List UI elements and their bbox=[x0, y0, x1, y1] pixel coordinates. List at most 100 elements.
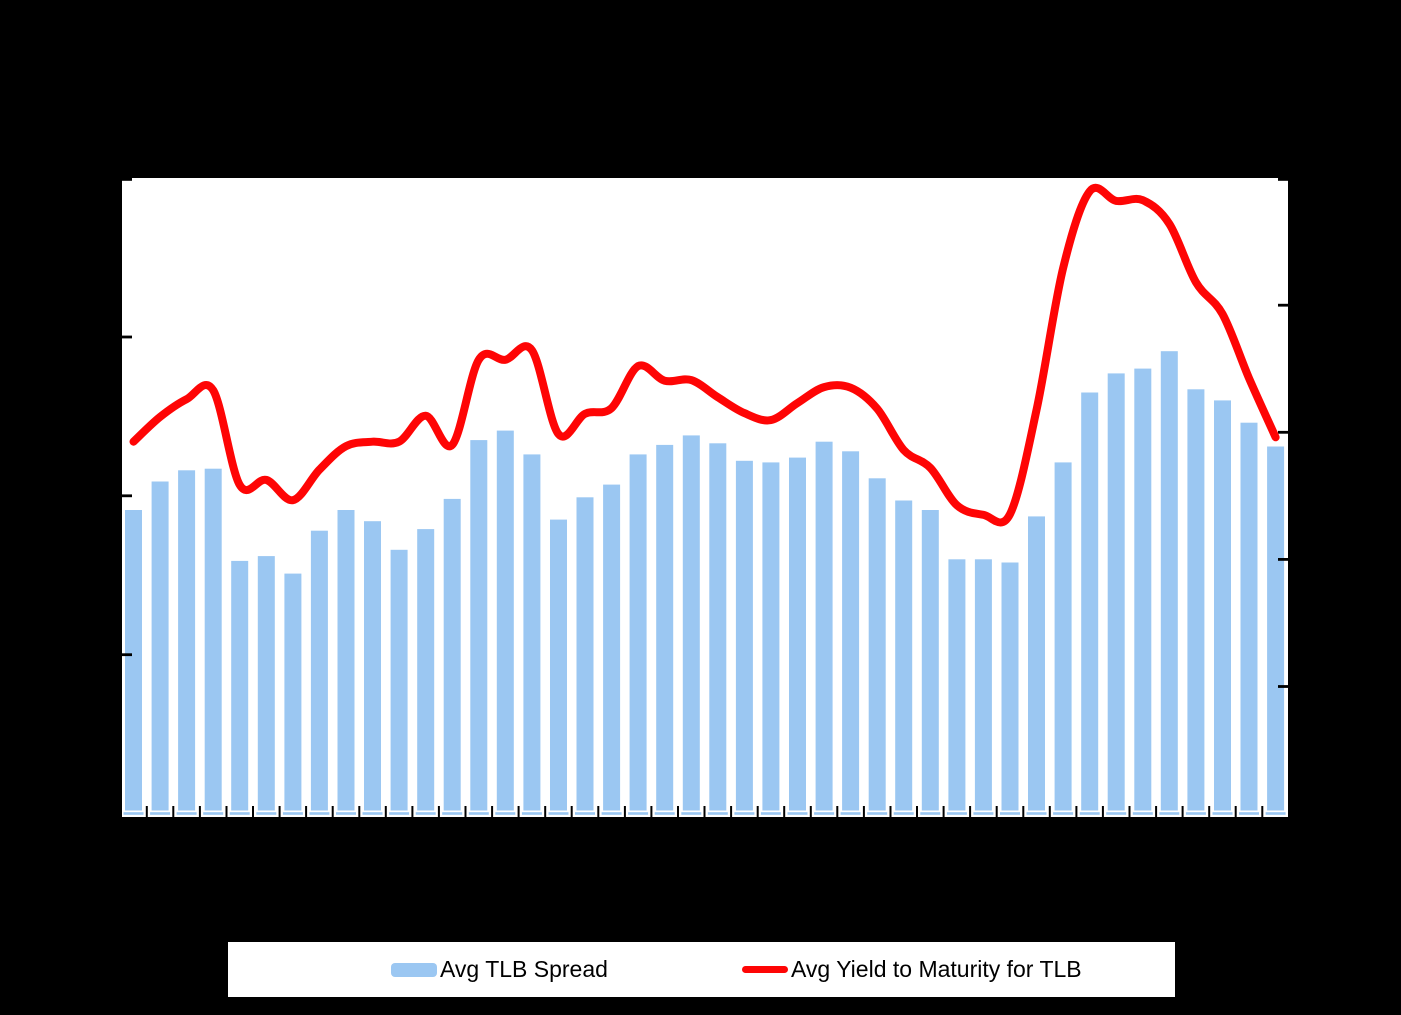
category-axis-dash bbox=[840, 812, 861, 815]
category-axis-dash bbox=[123, 812, 144, 815]
x-axis-tick bbox=[703, 806, 706, 817]
category-axis-dash bbox=[1265, 812, 1286, 815]
legend-entry-bar-series: Avg TLB Spread bbox=[391, 942, 608, 997]
category-axis-dash bbox=[1026, 812, 1047, 815]
category-axis-dash bbox=[1239, 812, 1259, 815]
bar bbox=[523, 454, 541, 811]
x-axis-tick bbox=[464, 806, 467, 817]
x-axis-tick bbox=[517, 806, 520, 817]
x-axis-tick bbox=[756, 806, 759, 817]
legend-label-line-series: Avg Yield to Maturity for TLB bbox=[791, 956, 1082, 982]
bar bbox=[603, 484, 621, 811]
category-axis-dash bbox=[442, 812, 463, 815]
x-axis-tick bbox=[677, 806, 679, 817]
x-axis-tick bbox=[783, 806, 786, 817]
category-axis-dash bbox=[601, 812, 622, 815]
x-axis-tick bbox=[809, 806, 812, 817]
bar bbox=[231, 560, 249, 811]
left-axis-tick bbox=[122, 653, 132, 657]
x-axis-tick bbox=[252, 806, 254, 817]
bar bbox=[815, 441, 833, 811]
x-axis-tick bbox=[198, 806, 201, 817]
x-axis-tick bbox=[411, 806, 414, 817]
x-axis-tick bbox=[305, 806, 308, 817]
category-axis-dash bbox=[468, 812, 489, 815]
category-axis-dash bbox=[548, 812, 569, 815]
legend-label-bar-series: Avg TLB Spread bbox=[440, 956, 608, 982]
x-axis-tick bbox=[889, 806, 892, 817]
category-axis-dash bbox=[1106, 812, 1127, 815]
bar bbox=[948, 559, 966, 811]
legend: Avg TLB Spread Avg Yield to Maturity for… bbox=[226, 940, 1177, 999]
bar bbox=[337, 510, 355, 811]
bar bbox=[151, 481, 169, 811]
category-axis-dash bbox=[867, 812, 888, 815]
yield-line bbox=[129, 183, 1280, 527]
left-axis-tick bbox=[122, 178, 132, 181]
x-axis-tick bbox=[1261, 806, 1264, 817]
x-axis-tick bbox=[1208, 806, 1211, 817]
category-axis-dash bbox=[707, 812, 728, 815]
bar bbox=[1240, 422, 1258, 811]
bar bbox=[1267, 446, 1285, 811]
bar bbox=[656, 444, 674, 811]
x-axis-tick bbox=[437, 806, 440, 817]
category-axis-dash bbox=[282, 812, 303, 815]
left-axis-tick bbox=[122, 494, 132, 498]
bar bbox=[1054, 462, 1072, 811]
x-axis-tick bbox=[1048, 806, 1051, 817]
category-axis-dash bbox=[362, 812, 383, 815]
category-axis-dash bbox=[415, 812, 436, 815]
x-axis-tick bbox=[1101, 806, 1104, 817]
bar-series-swatch bbox=[391, 962, 437, 977]
right-axis-tick bbox=[1278, 430, 1288, 434]
x-axis-tick bbox=[225, 806, 228, 817]
category-axis-dash bbox=[150, 812, 171, 815]
bar bbox=[1028, 516, 1045, 811]
bar bbox=[1187, 389, 1205, 811]
category-axis-dash bbox=[389, 812, 410, 815]
bar bbox=[895, 500, 913, 811]
x-axis-tick bbox=[1075, 806, 1078, 817]
category-axis-dash bbox=[256, 812, 277, 815]
bar bbox=[1001, 562, 1019, 811]
category-axis-dash bbox=[734, 812, 755, 815]
category-axis-dash bbox=[229, 812, 250, 815]
category-axis-dash bbox=[336, 812, 356, 815]
x-axis-tick bbox=[995, 806, 998, 817]
x-axis-tick bbox=[916, 806, 918, 817]
bar bbox=[629, 454, 647, 811]
category-axis-dash bbox=[1132, 812, 1153, 815]
bar bbox=[1107, 373, 1125, 811]
bar bbox=[842, 451, 860, 811]
x-axis-tick bbox=[942, 806, 945, 817]
category-axis-dash bbox=[814, 812, 835, 815]
category-axis-dash bbox=[1053, 812, 1074, 815]
x-axis-tick bbox=[1128, 806, 1131, 817]
category-axis-dash bbox=[309, 812, 330, 815]
bar bbox=[443, 498, 461, 811]
bar bbox=[284, 573, 302, 811]
x-axis-tick bbox=[172, 806, 175, 817]
category-axis-dash bbox=[1159, 812, 1180, 815]
bar bbox=[496, 430, 514, 811]
right-axis-tick bbox=[1278, 685, 1288, 688]
category-axis-dash bbox=[973, 812, 994, 815]
bar bbox=[550, 519, 567, 811]
x-axis-tick bbox=[1181, 806, 1184, 817]
category-axis-dash bbox=[1000, 812, 1020, 815]
x-axis-tick bbox=[836, 806, 839, 817]
x-axis-tick bbox=[331, 806, 334, 817]
bar bbox=[178, 470, 196, 811]
x-axis-tick bbox=[597, 806, 600, 817]
bar bbox=[1214, 400, 1231, 811]
right-axis-tick bbox=[1278, 558, 1288, 561]
category-axis-dash bbox=[1212, 812, 1233, 815]
bar bbox=[735, 460, 753, 811]
bar bbox=[709, 443, 727, 811]
bar bbox=[310, 530, 328, 811]
category-axis-dash bbox=[787, 812, 808, 815]
category-axis-dash bbox=[203, 812, 224, 815]
